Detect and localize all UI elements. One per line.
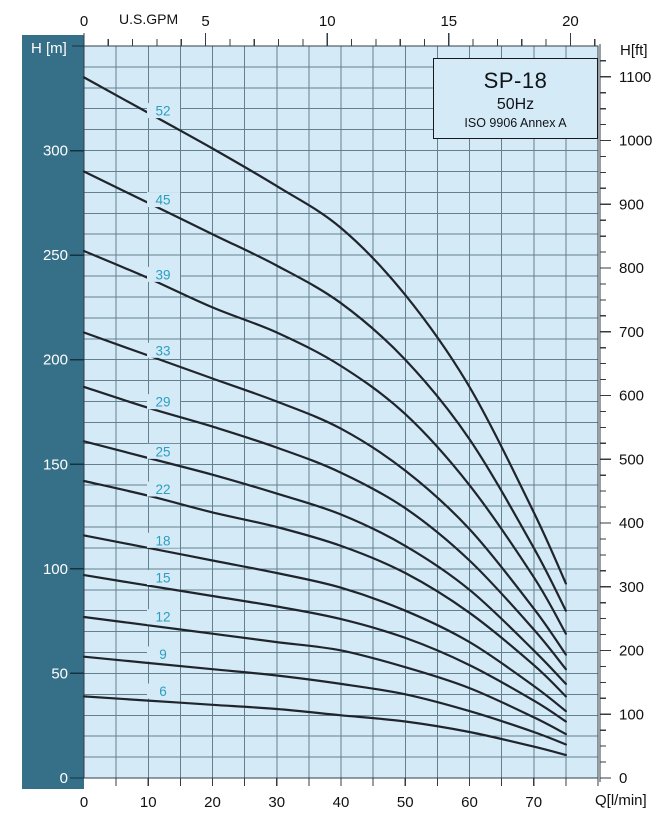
curve-stage-label: 39 [155,267,170,282]
top-axis-tick-label: 5 [201,13,209,30]
curve-label-halo [147,532,180,548]
right-axis-tick-label: 0 [619,770,627,787]
left-axis-tick-label: 100 [43,561,68,578]
frequency-label: 50Hz [496,95,535,113]
right-axis-unit-label: H[ft] [620,42,648,59]
bottom-axis-unit-label: Q[l/min] [595,792,647,809]
curve-label-halo [147,443,180,459]
left-axis-tick-label: 300 [43,143,68,160]
pump-curve-12-stages [82,615,567,736]
right-axis-tick-label: 900 [619,196,644,213]
curve-label-halo [147,192,180,208]
pump-curve-18-stages [82,534,567,713]
pump-curve-39-stages [82,249,567,635]
curve-stage-label: 22 [155,482,170,497]
curve-label-halo [147,103,180,119]
pump-curve-9-stages [82,655,567,746]
pump-curve-6-stages [82,695,567,757]
curve-stage-label: 52 [155,104,170,119]
curve-label-halo [147,609,180,625]
bottom-axis-tick-label: 30 [268,794,285,811]
curve-label-halo [147,569,180,585]
curve-stage-label: 9 [159,647,167,662]
bottom-axis-tick-label: 10 [140,794,157,811]
curve-label-halo [147,481,180,497]
right-axis-tick-label: 600 [619,388,644,405]
right-axis-tick-label: 700 [619,324,644,341]
top-axis-tick-label: 0 [80,13,88,30]
pump-curve-22-stages [82,479,567,698]
curve-label-halo [147,394,180,410]
left-axis-tick-label: 150 [43,456,68,473]
bottom-axis-tick-label: 50 [397,794,414,811]
curve-label-halo [147,683,180,699]
curve-label-halo [147,646,180,662]
right-axis-tick-label: 100 [619,706,644,723]
top-axis-unit-label: U.S.GPM [119,11,179,27]
curve-label-halo [147,266,180,282]
right-axis-tick-label: 400 [619,515,644,532]
curve-stage-label: 12 [155,610,170,625]
standard-label: ISO 9906 Annex A [464,115,567,130]
pump-curve-29-stages [82,385,567,671]
chart-title-box: SP-18 50Hz ISO 9906 Annex A [433,58,598,139]
right-axis-tick-label: 500 [619,451,644,468]
pump-curve-25-stages [82,440,567,685]
bottom-axis-tick-label: 40 [333,794,350,811]
top-axis-tick-label: 10 [319,13,336,30]
curve-label-halo [147,342,180,358]
pump-curve-52-stages [82,76,567,585]
left-axis-tick-label: 250 [43,247,68,264]
left-axis-tick-label: 50 [51,665,68,682]
right-axis-tick-label: 1000 [619,133,652,150]
top-axis-tick-label: 20 [562,13,579,30]
top-axis-tick-label: 15 [440,13,457,30]
curve-stage-label: 29 [155,395,170,410]
curve-stage-label: 18 [155,533,170,548]
pump-model-title: SP-18 [483,67,548,93]
curve-stage-label: 25 [155,444,170,459]
pump-curve-15-stages [82,574,567,723]
left-axis-tick-label: 0 [60,770,68,787]
left-axis-bar [22,35,84,789]
right-axis-tick-label: 800 [619,260,644,277]
right-axis-tick-label: 1100 [619,69,651,86]
right-axis-tick-label: 300 [619,579,644,596]
curve-stage-label: 33 [155,343,170,358]
left-axis-tick-label: 200 [43,352,68,369]
curve-stage-label: 45 [155,193,170,208]
curve-stage-label: 15 [155,570,170,585]
bottom-axis-tick-label: 20 [204,794,221,811]
bottom-axis-tick-label: 70 [525,794,542,811]
left-axis-unit-label: H [m] [31,40,67,57]
bottom-axis-tick-label: 0 [80,794,88,811]
right-axis-tick-label: 200 [619,643,644,660]
bottom-axis-tick-label: 60 [461,794,478,811]
pump-curve-45-stages [82,170,567,612]
pump-curve-33-stages [82,331,567,656]
curve-stage-label: 6 [159,684,167,699]
